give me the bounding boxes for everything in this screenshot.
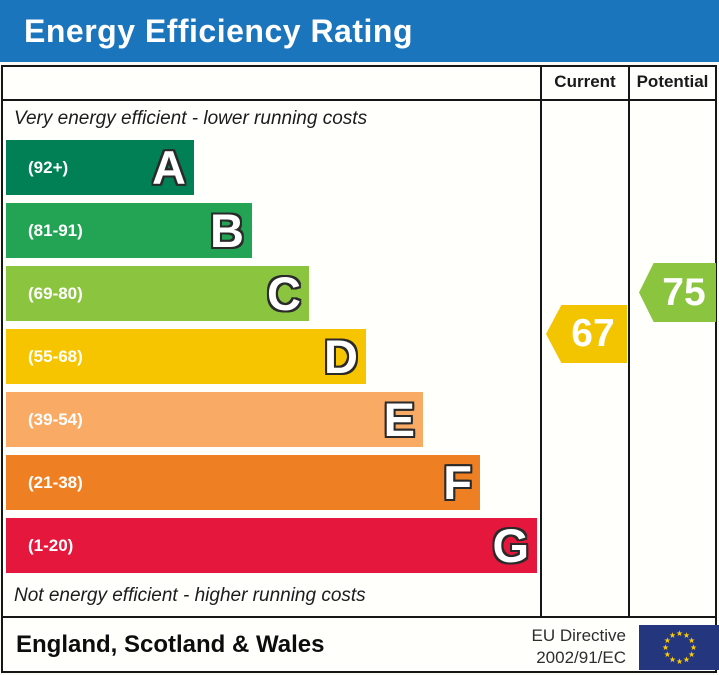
band-e: (39-54) E xyxy=(6,392,423,447)
band-b: (81-91) B xyxy=(6,203,252,258)
column-header-potential: Potential xyxy=(636,72,709,91)
band-a: (92+) A xyxy=(6,140,194,195)
title-bar: Energy Efficiency Rating xyxy=(0,0,719,62)
band-d-letter: D xyxy=(324,330,358,383)
band-g-letter: G xyxy=(492,519,529,572)
note-not-efficient: Not energy efficient - higher running co… xyxy=(14,585,366,606)
band-e-letter: E xyxy=(383,393,415,446)
band-d-range: (55-68) xyxy=(28,346,83,366)
band-b-range: (81-91) xyxy=(28,220,83,240)
potential-rating-marker: 75 xyxy=(639,263,716,322)
current-rating-marker: 67 xyxy=(546,305,627,363)
eu-flag-icon xyxy=(639,625,719,670)
column-header-current: Current xyxy=(554,72,616,91)
header-divider xyxy=(1,99,717,101)
band-c-range: (69-80) xyxy=(28,283,83,303)
band-f: (21-38) F xyxy=(6,455,480,510)
band-g-range: (1-20) xyxy=(28,535,74,555)
footer: England, Scotland & Wales EU Directive 2… xyxy=(1,616,719,673)
note-very-efficient: Very energy efficient - lower running co… xyxy=(14,108,368,129)
current-rating-value: 67 xyxy=(571,312,615,355)
band-a-range: (92+) xyxy=(28,157,69,177)
band-d: (55-68) D xyxy=(6,329,366,384)
band-a-letter: A xyxy=(152,141,186,194)
band-g: (1-20) G xyxy=(6,518,537,573)
divider-chart-current xyxy=(540,65,542,618)
band-f-range: (21-38) xyxy=(28,472,83,492)
divider-current-potential xyxy=(628,65,630,618)
potential-rating-value: 75 xyxy=(662,270,706,314)
page-title: Energy Efficiency Rating xyxy=(24,12,413,49)
region-label: England, Scotland & Wales xyxy=(16,630,325,658)
band-f-letter: F xyxy=(443,456,472,509)
eu-directive-label: EU Directive 2002/91/EC xyxy=(531,626,626,668)
band-b-letter: B xyxy=(210,204,244,257)
band-e-range: (39-54) xyxy=(28,409,83,429)
band-c-letter: C xyxy=(267,267,301,320)
band-c: (69-80) C xyxy=(6,266,309,321)
